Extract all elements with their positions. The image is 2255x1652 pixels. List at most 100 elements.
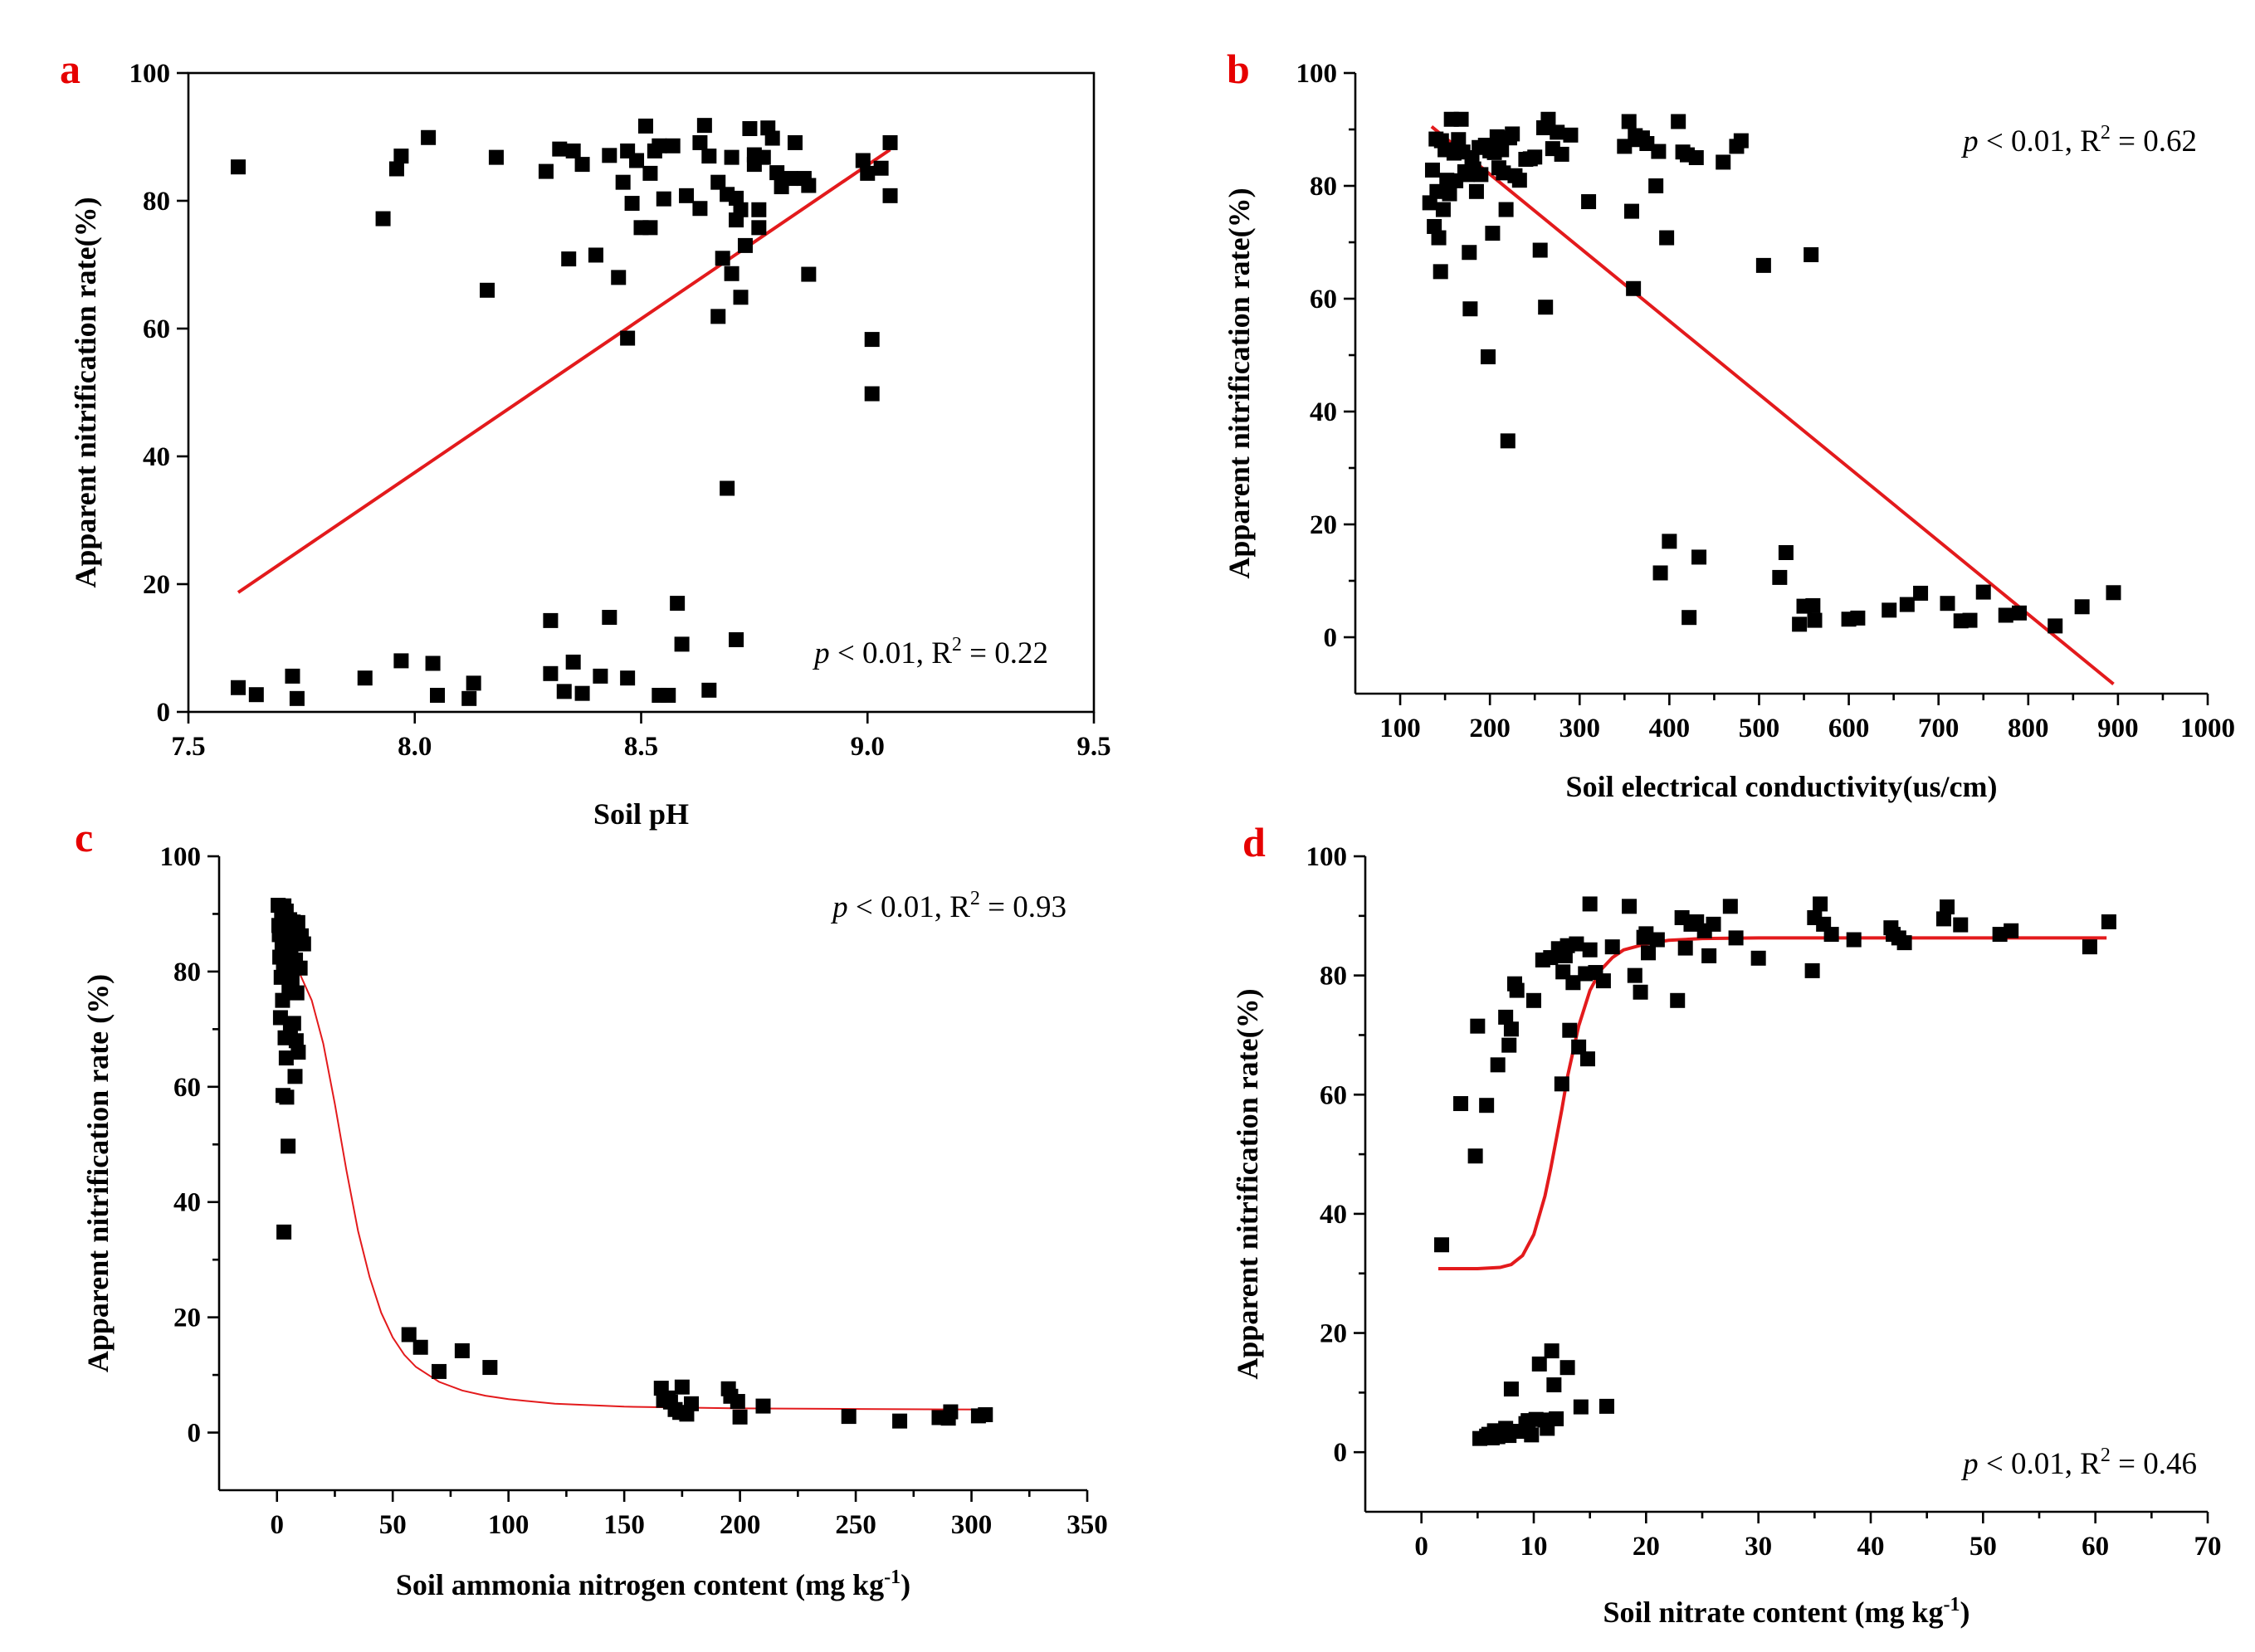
panel-label-a: a bbox=[60, 46, 81, 92]
data-point bbox=[742, 120, 758, 136]
y-tick-label: 80 bbox=[1310, 172, 1337, 202]
data-point bbox=[231, 680, 246, 695]
data-point bbox=[1649, 932, 1665, 948]
data-point bbox=[724, 149, 739, 165]
data-point bbox=[1716, 154, 1731, 170]
x-tick-label: 200 bbox=[1469, 714, 1511, 743]
data-point bbox=[720, 480, 735, 496]
x-tick-label: 400 bbox=[1649, 714, 1691, 743]
x-tick-label: 20 bbox=[1633, 1532, 1660, 1562]
data-point bbox=[1500, 433, 1516, 449]
x-tick-label: 350 bbox=[1066, 1510, 1108, 1540]
x-tick-label: 250 bbox=[835, 1510, 876, 1540]
data-point bbox=[732, 1409, 748, 1425]
data-point bbox=[615, 174, 631, 190]
data-point bbox=[425, 655, 441, 671]
x-tick-label: 50 bbox=[379, 1510, 407, 1540]
panel-b: b 100 200 300 400 500 600 700 800 900 1000 0 20 40 60 8… bbox=[1223, 46, 2235, 803]
y-tick-label: 0 bbox=[157, 698, 171, 728]
y-tick-label: 100 bbox=[1296, 59, 1338, 89]
data-point bbox=[751, 202, 767, 217]
data-point bbox=[1562, 1022, 1578, 1038]
data-point bbox=[1527, 149, 1543, 165]
stat-annotation: p < 0.01, R2 = 0.46 bbox=[1960, 1445, 2197, 1481]
data-point bbox=[1623, 203, 1639, 219]
data-point bbox=[1532, 242, 1548, 258]
data-point bbox=[1621, 114, 1637, 129]
data-point bbox=[488, 149, 504, 165]
data-point bbox=[674, 636, 690, 652]
data-point bbox=[751, 220, 767, 236]
data-point bbox=[1531, 1356, 1547, 1372]
data-point bbox=[1998, 607, 2013, 623]
data-point bbox=[769, 165, 785, 181]
data-point bbox=[1470, 1018, 1486, 1034]
data-point bbox=[1953, 917, 1969, 933]
x-tick-label: 7.5 bbox=[171, 732, 205, 762]
data-point bbox=[670, 596, 686, 612]
data-point bbox=[1622, 899, 1638, 914]
data-point bbox=[1651, 144, 1667, 159]
data-point bbox=[1671, 114, 1686, 129]
data-point bbox=[290, 914, 305, 930]
x-axis-title: Soil nitrate content (mg kg-1) bbox=[1603, 1594, 1970, 1629]
data-point bbox=[1733, 133, 1749, 149]
fit-line bbox=[1430, 125, 2115, 685]
data-point bbox=[710, 309, 726, 324]
data-point bbox=[1750, 950, 1766, 966]
y-tick-label: 80 bbox=[173, 958, 201, 987]
data-point bbox=[1496, 165, 1511, 181]
data-point bbox=[1648, 178, 1664, 193]
x-tick-label: 150 bbox=[603, 1510, 645, 1540]
data-point bbox=[2082, 939, 2097, 955]
y-tick-label: 40 bbox=[1320, 1200, 1347, 1230]
data-point bbox=[1526, 992, 1541, 1008]
data-point bbox=[1701, 948, 1717, 963]
data-point bbox=[737, 237, 753, 253]
data-point bbox=[783, 171, 798, 187]
y-tick-label: 0 bbox=[188, 1419, 202, 1449]
y-axis-title: Apparent nitrification rate(%) bbox=[1223, 188, 1256, 578]
data-point bbox=[1498, 1009, 1514, 1025]
y-tick-label: 40 bbox=[1310, 397, 1337, 427]
data-point bbox=[1823, 927, 1839, 943]
data-point bbox=[1509, 982, 1525, 998]
data-point bbox=[801, 266, 817, 282]
x-tick-label: 300 bbox=[951, 1510, 993, 1540]
x-tick-label: 70 bbox=[2194, 1532, 2222, 1562]
data-point bbox=[2011, 605, 2027, 621]
data-point bbox=[733, 290, 749, 305]
data-point bbox=[1778, 545, 1794, 560]
data-point bbox=[1582, 942, 1598, 958]
x-tick-label: 40 bbox=[1857, 1532, 1885, 1562]
data-point bbox=[1579, 1051, 1595, 1067]
data-point bbox=[864, 332, 880, 348]
x-tick-label: 1000 bbox=[2180, 714, 2235, 743]
data-point bbox=[1641, 945, 1657, 961]
fit-line bbox=[1438, 936, 2107, 1270]
y-tick-label: 40 bbox=[143, 442, 170, 472]
data-point bbox=[1706, 916, 1721, 932]
panel-a: a 7.5 8.0 8.5 9.0 9.5 0 20 40 60 80 100 Soil pH Appar… bbox=[60, 46, 1111, 831]
data-point bbox=[288, 1033, 304, 1049]
data-point bbox=[461, 690, 477, 706]
x-axis-title: Soil ammonia nitrogen content (mg kg-1) bbox=[396, 1567, 910, 1601]
data-point bbox=[421, 129, 437, 145]
data-point bbox=[1846, 932, 1862, 948]
data-point bbox=[1850, 610, 1866, 626]
data-point bbox=[565, 143, 581, 158]
data-point bbox=[538, 163, 554, 179]
x-tick-label: 0 bbox=[270, 1510, 284, 1540]
data-point bbox=[2101, 914, 2116, 929]
data-point bbox=[393, 149, 409, 164]
data-point bbox=[431, 1363, 447, 1379]
stat-annotation: p < 0.01, R2 = 0.62 bbox=[1960, 122, 2197, 158]
data-point bbox=[1804, 246, 1819, 262]
data-point bbox=[1940, 596, 1955, 612]
data-point bbox=[466, 675, 481, 691]
y-tick-label: 60 bbox=[1310, 285, 1337, 314]
data-point bbox=[620, 330, 636, 346]
x-tick-label: 9.0 bbox=[851, 732, 885, 762]
data-point bbox=[1652, 565, 1668, 581]
data-point bbox=[1659, 230, 1675, 246]
